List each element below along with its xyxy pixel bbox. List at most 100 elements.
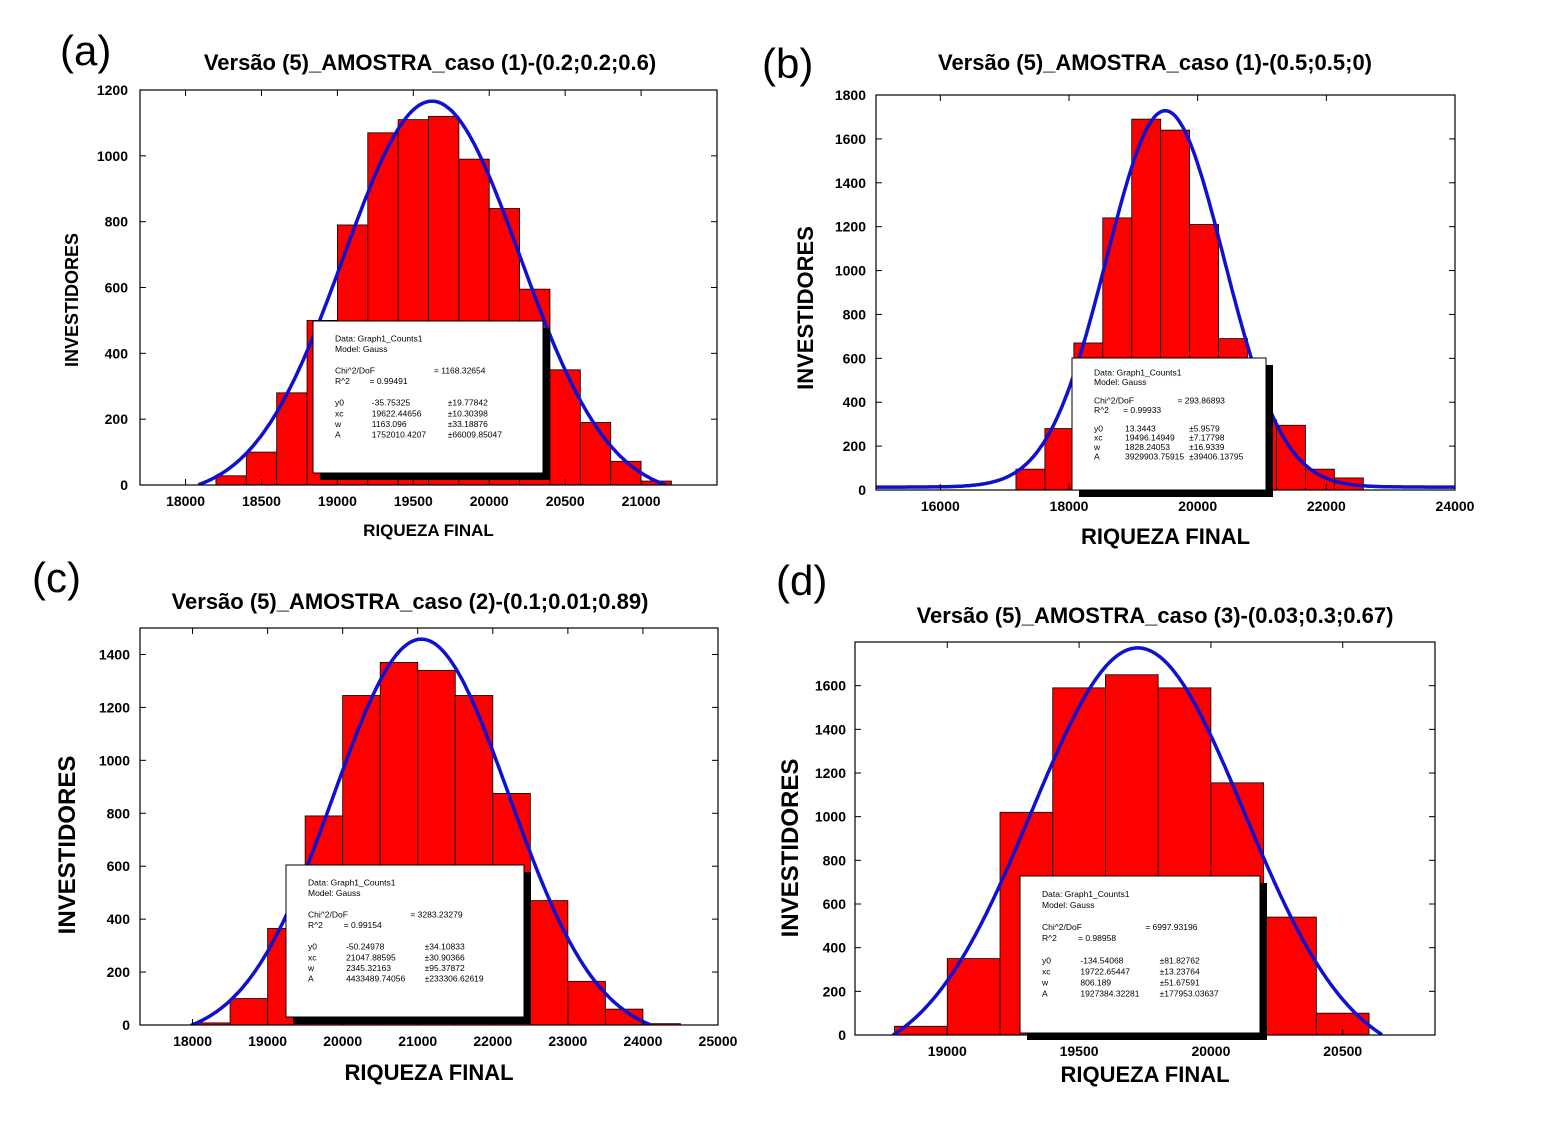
fit-param-error: ±5.9579 — [1189, 423, 1220, 433]
fit-param-name: A — [308, 974, 314, 984]
fit-param-value: -134.54068 — [1080, 955, 1123, 965]
y-tick-label: 0 — [838, 1027, 846, 1043]
y-tick-label: 800 — [823, 852, 847, 868]
fit-chi-label: Chi^2/DoF — [308, 909, 348, 919]
y-tick-label: 400 — [823, 940, 847, 956]
y-tick-label: 600 — [105, 280, 129, 296]
fit-param-name: y0 — [335, 398, 344, 408]
fit-param-name: xc — [335, 408, 344, 418]
panel-label: (c) — [32, 554, 81, 601]
chart-panel-2: (c) Versão (5)_AMOSTRA_caso (2)-(0.1;0.01… — [32, 554, 738, 1085]
fit-model: Model: Gauss — [1042, 900, 1094, 910]
fit-data-source: Data: Graph1_Counts1 — [1094, 368, 1182, 378]
x-tick-label: 23000 — [548, 1033, 587, 1049]
fit-chi-label: Chi^2/DoF — [1094, 396, 1134, 406]
x-tick-label: 20000 — [470, 493, 509, 509]
chart-title: Versão (5)_AMOSTRA_caso (3)-(0.03;0.3;0.… — [917, 603, 1394, 628]
chart-title: Versão (5)_AMOSTRA_caso (1)-(0.5;0.5;0) — [938, 50, 1372, 75]
fit-param-error: ±81.82762 — [1160, 955, 1200, 965]
y-tick-label: 200 — [843, 438, 867, 454]
fit-param-error: ±39406.13795 — [1189, 451, 1244, 461]
plot-frame — [139, 627, 719, 1026]
x-tick-label: 21000 — [622, 493, 661, 509]
y-tick-label: 400 — [107, 911, 131, 927]
y-tick-label: 1400 — [99, 646, 130, 662]
fit-r2-value: = 0.99491 — [370, 376, 408, 386]
histogram-bar — [549, 369, 581, 485]
fit-param-error: ±19.77842 — [448, 398, 488, 408]
y-tick-label: 800 — [107, 805, 131, 821]
fit-param-value: 4433489.74056 — [346, 974, 405, 984]
y-axis-label: INVESTIDORES — [777, 759, 804, 938]
histogram-bar — [276, 392, 308, 485]
histogram-bar — [1044, 428, 1075, 490]
chart-panel-1: (b) Versão (5)_AMOSTRA_caso (1)-(0.5;0.5;… — [762, 40, 1475, 549]
fit-param-name: w — [334, 419, 342, 429]
fit-param-name: w — [1041, 977, 1049, 987]
fit-param-name: A — [1042, 989, 1048, 999]
x-axis-label: RIQUEZA FINAL — [1060, 1062, 1229, 1087]
x-tick-label: 18000 — [1050, 498, 1089, 514]
fit-chi-value: = 3283.23279 — [410, 909, 463, 919]
fit-param-name: y0 — [308, 942, 317, 952]
fit-chi-value: = 1168.32654 — [434, 365, 486, 375]
y-tick-label: 600 — [843, 350, 867, 366]
fit-param-error: ±10.30398 — [448, 408, 488, 418]
fit-chi-value: = 293.86893 — [1177, 396, 1225, 406]
y-tick-label: 1000 — [835, 263, 866, 279]
x-tick-label: 20500 — [1323, 1043, 1362, 1059]
x-tick-label: 18000 — [166, 493, 205, 509]
fit-param-error: ±30.90366 — [425, 952, 465, 962]
y-tick-label: 800 — [843, 306, 867, 322]
histogram-bar — [1263, 916, 1317, 1035]
y-tick-label: 200 — [823, 983, 847, 999]
histogram-bar — [229, 998, 269, 1025]
fit-param-error: ±95.37872 — [425, 963, 465, 973]
fit-param-value: -50.24978 — [346, 942, 385, 952]
fit-r2-value: = 0.98958 — [1078, 933, 1116, 943]
y-tick-label: 1000 — [815, 809, 846, 825]
fit-param-error: ±66009.85047 — [448, 430, 503, 440]
x-tick-label: 18500 — [242, 493, 281, 509]
fit-param-value: 3929903.75915 — [1125, 451, 1184, 461]
panel-label: (d) — [776, 557, 827, 604]
fit-r2-label: R^2 — [1042, 933, 1057, 943]
fit-r2-value: = 0.99154 — [344, 920, 382, 930]
x-tick-label: 22000 — [1307, 498, 1346, 514]
x-tick-label: 24000 — [623, 1033, 662, 1049]
fit-data-source: Data: Graph1_Counts1 — [1042, 889, 1130, 899]
fit-data-source: Data: Graph1_Counts1 — [335, 333, 423, 343]
histogram-bar — [529, 900, 569, 1025]
x-axis-label: RIQUEZA FINAL — [344, 1060, 513, 1085]
fit-param-name: xc — [1042, 966, 1051, 976]
x-tick-label: 19000 — [928, 1043, 967, 1059]
fit-param-value: 19722.65447 — [1080, 966, 1130, 976]
y-tick-label: 600 — [107, 858, 131, 874]
fit-model: Model: Gauss — [335, 344, 387, 354]
x-tick-label: 25000 — [699, 1033, 738, 1049]
x-tick-label: 19500 — [1060, 1043, 1099, 1059]
fit-param-value: 1752010.4207 — [372, 430, 427, 440]
fit-param-error: ±13.23764 — [1160, 966, 1200, 976]
histogram-bar — [215, 475, 247, 485]
y-axis-label: INVESTIDORES — [54, 756, 81, 935]
x-tick-label: 18000 — [173, 1033, 212, 1049]
chart-title: Versão (5)_AMOSTRA_caso (1)-(0.2;0.2;0.6… — [204, 50, 656, 75]
y-axis-label: INVESTIDORES — [793, 226, 818, 390]
fit-box-panel — [285, 864, 525, 1018]
fit-param-value: 1163.096 — [372, 419, 407, 429]
x-axis-label: RIQUEZA FINAL — [363, 521, 494, 540]
x-tick-label: 21000 — [398, 1033, 437, 1049]
fit-param-name: w — [1093, 442, 1101, 452]
y-tick-label: 1200 — [835, 219, 866, 235]
y-tick-label: 1000 — [99, 752, 130, 768]
fit-param-value: 19622.44656 — [372, 408, 422, 418]
x-tick-label: 19000 — [248, 1033, 287, 1049]
fit-param-error: ±34.10833 — [425, 942, 465, 952]
y-tick-label: 1000 — [97, 148, 128, 164]
fit-r2-label: R^2 — [335, 376, 350, 386]
